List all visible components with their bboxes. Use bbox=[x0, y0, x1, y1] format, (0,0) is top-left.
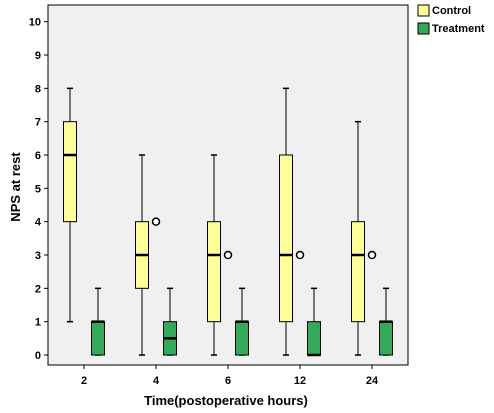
outlier-point bbox=[223, 250, 233, 260]
box-treatment-2 bbox=[91, 287, 105, 356]
x-axis: 2 4 6 12 24 bbox=[81, 365, 379, 387]
iqr-box bbox=[235, 321, 249, 356]
box-control-4 bbox=[135, 154, 161, 356]
legend-label-control: Control bbox=[432, 5, 471, 17]
y-tick-label: 2 bbox=[35, 283, 41, 295]
box-control-12 bbox=[279, 87, 305, 356]
box-treatment-12 bbox=[307, 287, 321, 357]
y-tick-label: 4 bbox=[35, 217, 42, 229]
legend: Control Treatment bbox=[417, 4, 485, 35]
box-treatment-24 bbox=[379, 287, 393, 356]
x-tick-label: 6 bbox=[225, 375, 231, 387]
box-control-2 bbox=[63, 87, 77, 323]
y-tick-label: 7 bbox=[35, 117, 41, 129]
iqr-box bbox=[207, 221, 221, 323]
y-tick-label: 8 bbox=[35, 83, 41, 95]
iqr-box bbox=[91, 321, 105, 356]
y-tick-label: 1 bbox=[35, 317, 41, 329]
box-control-24 bbox=[351, 120, 377, 356]
box-control-6 bbox=[207, 154, 233, 356]
x-axis-title: Time(postoperative hours) bbox=[144, 393, 308, 408]
outlier-point bbox=[295, 250, 305, 260]
outlier-point bbox=[151, 217, 161, 226]
box-treatment-6 bbox=[235, 287, 249, 356]
x-tick-label: 2 bbox=[81, 375, 87, 387]
outlier-point bbox=[367, 250, 377, 260]
y-tick-label: 0 bbox=[35, 350, 41, 362]
legend-swatch-control bbox=[417, 4, 430, 17]
y-tick-label: 5 bbox=[35, 183, 41, 195]
iqr-box bbox=[379, 321, 393, 356]
y-tick-label: 6 bbox=[35, 150, 41, 162]
iqr-box bbox=[351, 221, 365, 323]
y-tick-label: 3 bbox=[35, 250, 41, 262]
plot-area bbox=[47, 4, 409, 366]
x-tick-label: 12 bbox=[294, 375, 306, 387]
x-tick-label: 24 bbox=[366, 375, 379, 387]
y-axis: 0 1 2 3 4 5 6 7 8 9 10 bbox=[29, 17, 48, 362]
y-tick-label: 9 bbox=[35, 50, 41, 62]
box-treatment-4 bbox=[163, 287, 177, 356]
legend-label-treatment: Treatment bbox=[432, 23, 485, 35]
iqr-box bbox=[307, 321, 321, 356]
y-tick-label: 10 bbox=[29, 17, 41, 29]
iqr-box bbox=[279, 154, 293, 323]
x-tick-label: 4 bbox=[153, 375, 160, 387]
legend-swatch-treatment bbox=[417, 22, 430, 35]
y-axis-title: NPS at rest bbox=[8, 152, 23, 222]
iqr-box bbox=[63, 121, 77, 223]
box-marks bbox=[63, 87, 393, 357]
